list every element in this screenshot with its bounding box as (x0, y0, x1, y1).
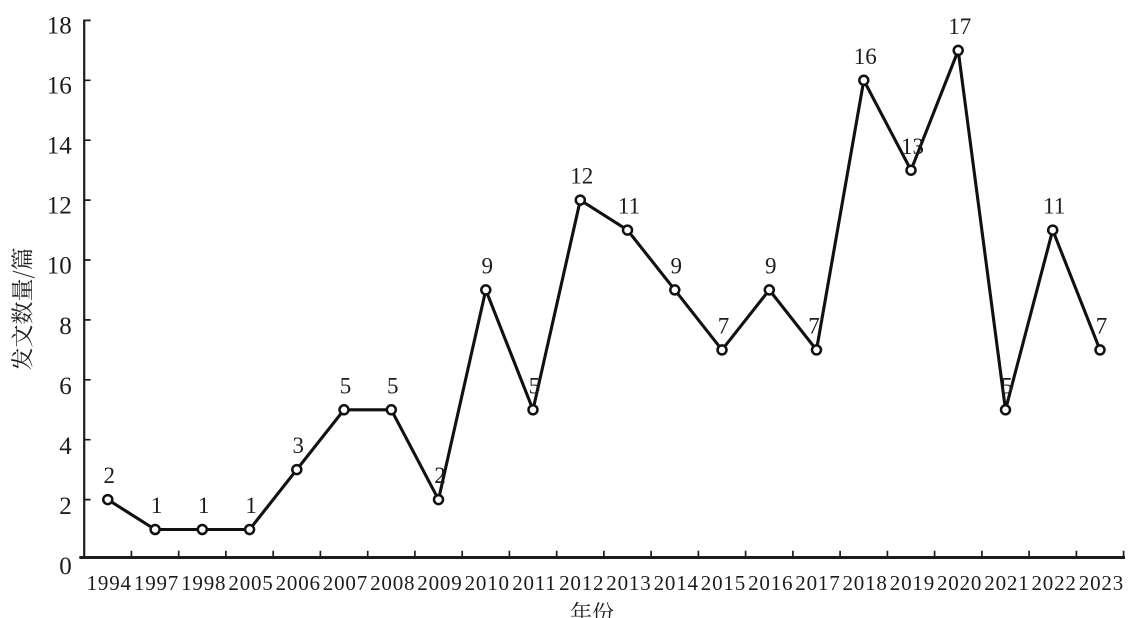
svg-text:2: 2 (104, 463, 116, 488)
svg-text:5: 5 (387, 373, 399, 398)
svg-text:2018: 2018 (842, 571, 887, 595)
svg-text:5: 5 (340, 373, 352, 398)
svg-text:16: 16 (47, 73, 72, 100)
svg-text:1: 1 (245, 493, 257, 518)
svg-text:2006: 2006 (276, 571, 321, 595)
svg-text:11: 11 (1043, 194, 1065, 219)
svg-text:11: 11 (618, 194, 640, 219)
svg-text:7: 7 (808, 314, 820, 339)
svg-text:7: 7 (718, 314, 730, 339)
svg-text:10: 10 (47, 253, 72, 280)
svg-text:2: 2 (59, 493, 72, 520)
svg-text:9: 9 (671, 254, 683, 279)
svg-text:5: 5 (529, 373, 541, 398)
svg-text:8: 8 (59, 313, 72, 340)
svg-text:1: 1 (151, 493, 163, 518)
svg-text:1997: 1997 (134, 571, 179, 595)
svg-text:2008: 2008 (370, 571, 415, 595)
svg-text:3: 3 (293, 433, 305, 458)
svg-text:7: 7 (1096, 314, 1108, 339)
svg-text:18: 18 (47, 12, 72, 39)
svg-text:0: 0 (59, 553, 72, 580)
svg-text:2010: 2010 (465, 571, 510, 595)
svg-text:2013: 2013 (606, 571, 651, 595)
svg-text:2014: 2014 (654, 571, 699, 595)
svg-text:2020: 2020 (937, 571, 982, 595)
svg-text:1: 1 (198, 493, 210, 518)
svg-text:2019: 2019 (890, 571, 935, 595)
svg-text:16: 16 (854, 44, 877, 69)
svg-text:2: 2 (434, 463, 446, 488)
svg-text:1998: 1998 (181, 571, 226, 595)
svg-text:5: 5 (1001, 373, 1013, 398)
svg-text:2016: 2016 (748, 571, 793, 595)
svg-text:13: 13 (901, 134, 924, 159)
svg-text:2012: 2012 (559, 571, 604, 595)
svg-text:2007: 2007 (323, 571, 368, 595)
svg-text:12: 12 (570, 164, 593, 189)
svg-text:2015: 2015 (701, 571, 746, 595)
svg-text:1994: 1994 (87, 571, 132, 595)
svg-text:2017: 2017 (795, 571, 840, 595)
svg-text:2009: 2009 (417, 571, 462, 595)
svg-text:6: 6 (59, 373, 72, 400)
svg-text:2021: 2021 (984, 571, 1029, 595)
svg-text:14: 14 (47, 133, 73, 160)
svg-text:9: 9 (765, 254, 777, 279)
svg-text:9: 9 (482, 254, 494, 279)
svg-text:2023: 2023 (1079, 571, 1124, 595)
svg-text:2011: 2011 (512, 571, 556, 595)
svg-text:2005: 2005 (228, 571, 273, 595)
svg-text:12: 12 (47, 193, 72, 220)
svg-text:17: 17 (948, 14, 971, 39)
svg-text:4: 4 (59, 433, 72, 460)
svg-text:2022: 2022 (1031, 571, 1076, 595)
